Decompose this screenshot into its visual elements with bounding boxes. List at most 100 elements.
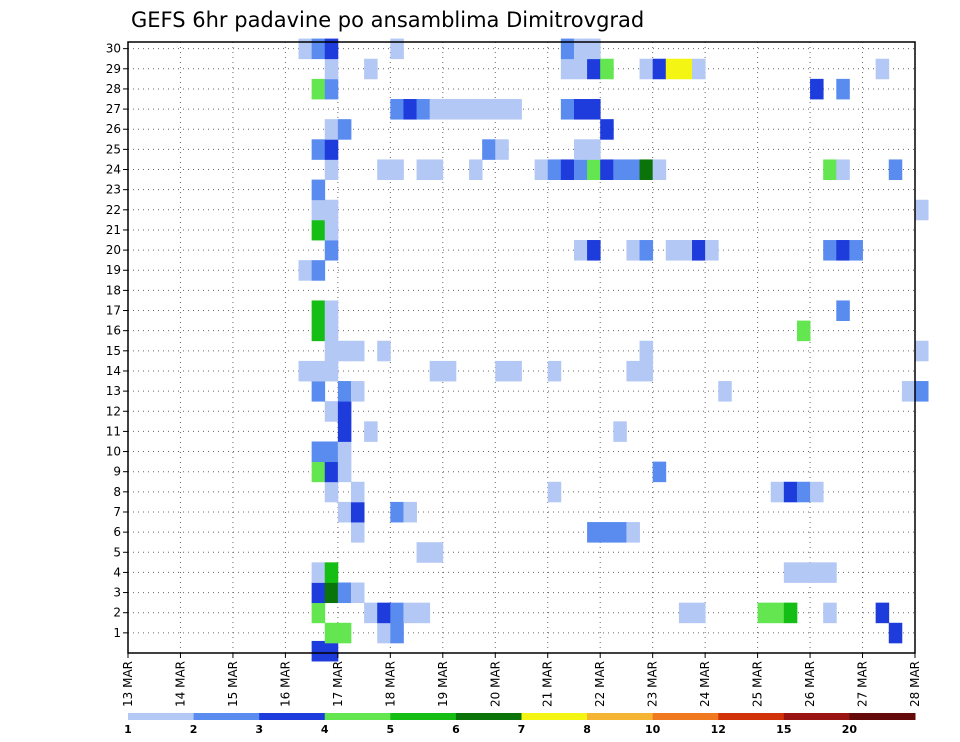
heatmap-cell [324, 461, 339, 483]
y-tick-label: 25 [106, 142, 121, 156]
heatmap-cell [757, 602, 772, 624]
heatmap-cell [495, 99, 509, 120]
heatmap-cell [311, 381, 326, 402]
legend-level-label: 20 [842, 723, 858, 736]
heatmap-cell [324, 622, 339, 644]
plot-frame [127, 41, 916, 654]
x-tick-label: 26 MAR [803, 661, 817, 707]
heatmap-cell [626, 159, 640, 180]
legend-level-label: 4 [321, 723, 329, 736]
y-axis: 1234567891011121314151617181920212223242… [106, 42, 128, 640]
y-tick-label: 11 [106, 424, 121, 438]
x-tick-label: 22 MAR [593, 661, 607, 707]
y-tick-label: 14 [106, 364, 121, 378]
y-tick-label: 12 [106, 404, 121, 418]
heatmap-cell [875, 58, 890, 80]
y-tick-label: 23 [106, 183, 121, 197]
y-tick-label: 4 [113, 565, 121, 579]
heatmap-cell [324, 58, 339, 80]
heatmap-cell [311, 219, 326, 241]
heatmap-cell [377, 602, 391, 624]
heatmap-cell [350, 582, 365, 604]
heatmap-cell [678, 240, 693, 261]
heatmap-cell [324, 199, 339, 221]
y-tick-label: 5 [113, 545, 121, 559]
heatmap-cell [600, 522, 614, 543]
heatmap-cell [692, 58, 706, 80]
legend-swatch [193, 713, 260, 720]
heatmap-cell [311, 300, 326, 322]
x-tick-label: 16 MAR [278, 661, 292, 707]
heatmap-cell [390, 501, 404, 523]
heatmap-cell [573, 139, 588, 160]
heatmap-cell [652, 58, 667, 80]
heatmap-cell [416, 159, 431, 180]
heatmap-cell [337, 441, 352, 463]
heatmap-cell [796, 320, 811, 342]
y-tick-label: 2 [113, 606, 121, 620]
heatmap-cell [350, 381, 365, 402]
heatmap-cell [573, 240, 588, 261]
heatmap-cell [311, 139, 326, 160]
x-tick-label: 20 MAR [488, 661, 502, 707]
heatmap-cell [324, 159, 339, 180]
heatmap-cell [403, 602, 417, 624]
heatmap-cell [324, 300, 339, 322]
x-tick-label: 17 MAR [331, 661, 345, 707]
heatmap-cell [337, 501, 352, 523]
legend-swatch [849, 713, 916, 720]
heatmap-cell [665, 58, 680, 80]
legend-swatch [652, 713, 719, 720]
y-tick-label: 9 [113, 465, 121, 479]
legend-swatch [390, 713, 457, 720]
heatmap-cell [377, 622, 391, 644]
grid-lines [128, 42, 915, 653]
heatmap-cell [888, 622, 903, 644]
y-tick-label: 1 [113, 626, 121, 640]
x-tick-label: 28 MAR [908, 661, 922, 707]
heatmap-cell [587, 38, 601, 60]
heatmap-cell [836, 240, 850, 261]
heatmap-cell [390, 159, 404, 180]
heatmap-cell [705, 240, 719, 261]
heatmap-cell [469, 99, 483, 120]
heatmap-cell [823, 240, 837, 261]
heatmap-cell [678, 58, 693, 80]
heatmap-cell [915, 340, 929, 362]
heatmap-cell [324, 320, 339, 342]
heatmap-cell [915, 381, 929, 402]
heatmap-cell [298, 38, 313, 60]
heatmap-cell [639, 58, 654, 80]
heatmap-cell [311, 199, 326, 221]
heatmap-cell [390, 99, 404, 120]
legend-swatch [455, 713, 522, 720]
heatmap-cell [823, 159, 837, 180]
heatmap-cell [482, 139, 496, 160]
legend-level-label: 2 [190, 723, 198, 736]
x-tick-label: 19 MAR [436, 661, 450, 707]
heatmap-cell [836, 300, 850, 322]
heatmap-cell [600, 119, 614, 140]
heatmap-cell [390, 622, 404, 644]
heatmap-cell [783, 602, 798, 624]
heatmap-cell [560, 99, 575, 120]
heatmap-cell [652, 461, 667, 483]
heatmap-cell [403, 501, 417, 523]
heatmap-cell [770, 602, 785, 624]
heatmap-cell [783, 562, 798, 583]
heatmap-cell [692, 602, 706, 624]
legend-swatch [783, 713, 850, 720]
heatmap-cell [350, 481, 365, 503]
legend-level-label: 12 [711, 723, 726, 736]
heatmap-cell [350, 522, 365, 543]
heatmap-cell [324, 139, 339, 160]
heatmap-cell [311, 360, 326, 382]
legend-swatch [259, 713, 326, 720]
heatmap-cell [337, 401, 352, 422]
y-tick-label: 18 [106, 283, 121, 297]
heatmap-cell [534, 159, 549, 180]
heatmap-cell [390, 38, 404, 60]
heatmap-cell [875, 602, 890, 624]
heatmap-cell [823, 602, 837, 624]
heatmap-cell [547, 360, 562, 382]
